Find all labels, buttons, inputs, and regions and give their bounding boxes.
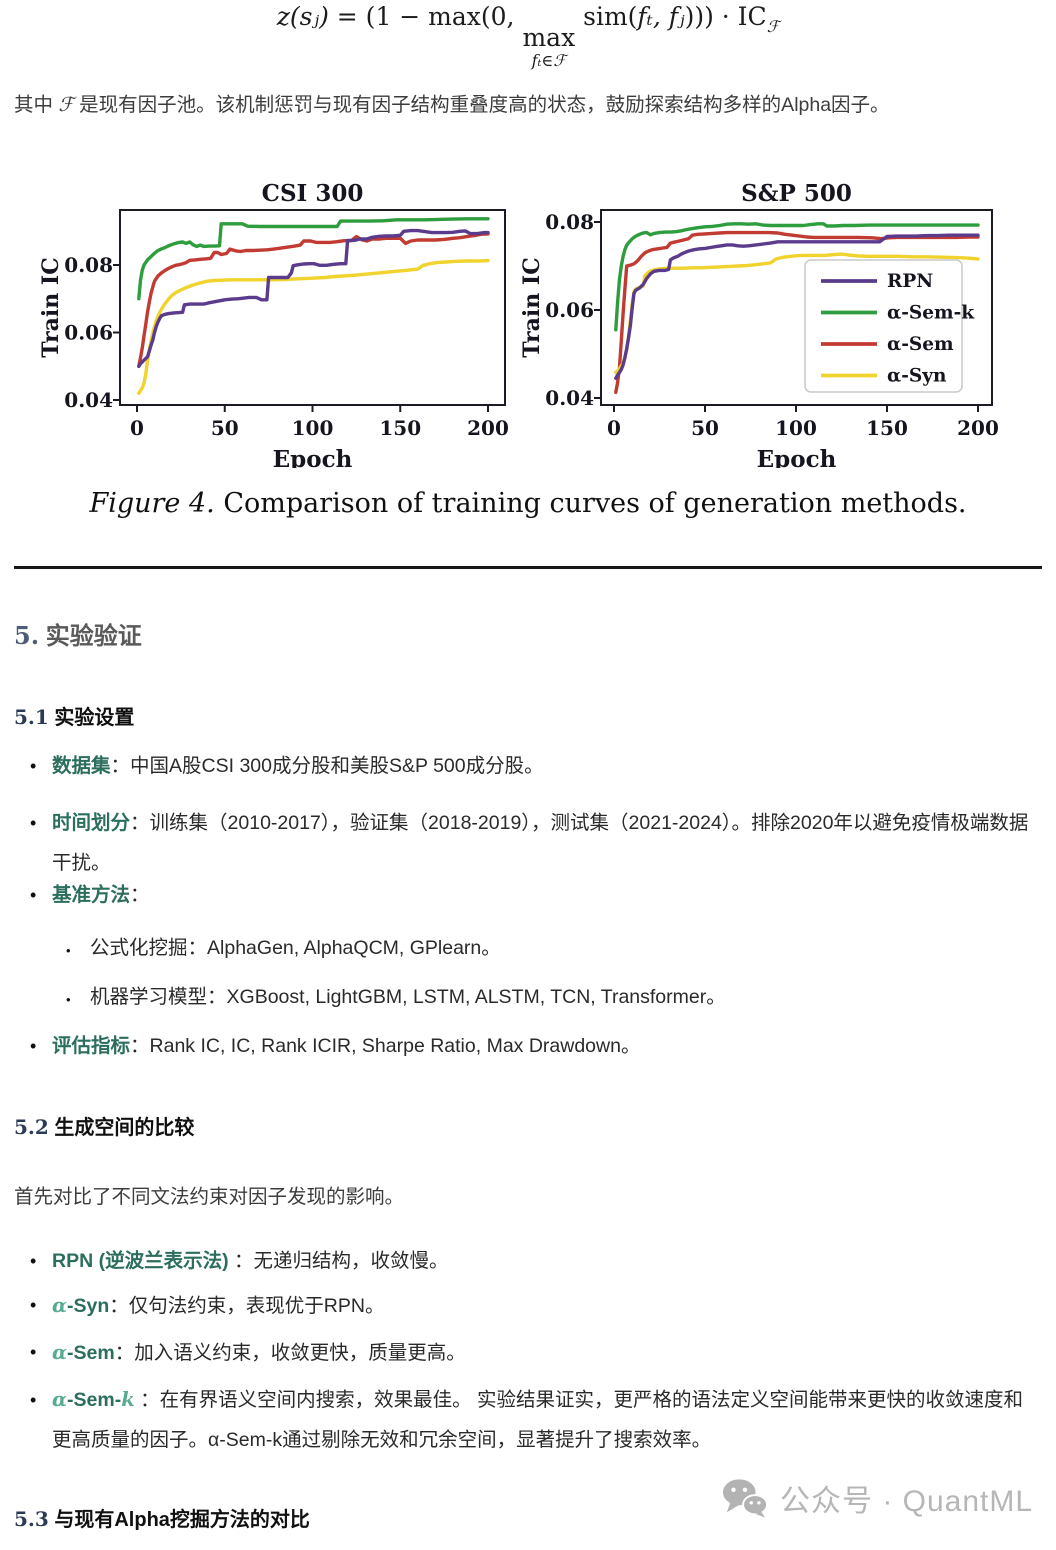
bullet-rpn: • RPN (逆波兰表示法) ：无递归结构，收敛慢。 — [30, 1247, 1035, 1276]
svg-text:α-Sem: α-Sem — [887, 334, 954, 355]
bullet-icon: • — [30, 1342, 37, 1362]
script-f-symbol: ℱ — [58, 93, 74, 116]
bullet-metrics: • 评估指标：Rank IC, IC, Rank ICIR, Sharpe Ra… — [30, 1032, 1035, 1061]
svg-text:α-Syn: α-Syn — [887, 366, 947, 387]
subbullet-formulaic: • 公式化挖掘：AlphaGen, AlphaQCM, GPlearn。 — [66, 934, 1026, 965]
series-RPN — [137, 228, 490, 369]
series-α-Sem — [137, 232, 490, 369]
equation-z-score: z(sⱼ) = (1 − max(0, max fₜ∈ℱ sim(fₜ, fⱼ))… — [276, 2, 780, 70]
max-operator: max fₜ∈ℱ — [522, 23, 576, 70]
svg-text:200: 200 — [467, 416, 509, 440]
svg-text:RPN: RPN — [887, 271, 933, 292]
bullet-alpha-sem-k: • α-Sem-k ：在有界语义空间内搜索，效果最佳。 实验结果证实，更严格的语… — [30, 1380, 1038, 1460]
bullet-icon: • — [30, 1251, 37, 1271]
svg-text:Epoch: Epoch — [757, 446, 837, 468]
chart-sp500: S&P 500 0.04 0.06 0.08 0 50 100 150 200 Epoch Trai… — [519, 183, 999, 468]
series-α-Sem-k — [614, 222, 980, 332]
bullet-icon: • — [66, 943, 71, 958]
bullet-icon: • — [30, 885, 37, 905]
chart-csi300: CSI 300 0.04 0.06 0.08 0 50 100 150 200 Epoch Trai… — [38, 183, 509, 468]
section-5-2-paragraph: 首先对比了不同文法约束对因子发现的影响。 — [14, 1186, 405, 1208]
bullet-alpha-sem: • α-Sem：加入语义约束，收敛更快，质量更高。 — [30, 1338, 1035, 1368]
svg-text:0.04: 0.04 — [64, 388, 113, 412]
svg-text:0.06: 0.06 — [545, 298, 594, 322]
bullet-icon: • — [66, 992, 71, 1007]
bullet-icon: • — [30, 1295, 37, 1315]
svg-text:0.06: 0.06 — [64, 321, 113, 345]
figure-caption: Figure 4. Comparison of training curves … — [89, 488, 967, 519]
svg-text:100: 100 — [775, 416, 817, 440]
legend: RPN α-Sem-k α-Sem α-Syn — [804, 259, 975, 393]
section-5-3-heading: 5.3 与现有Alpha挖掘方法的对比 — [14, 1507, 310, 1531]
svg-text:0: 0 — [130, 416, 144, 440]
section-5-1-heading: 5.1 实验设置 — [14, 705, 135, 729]
bullet-baselines: • 基准方法： — [30, 881, 1035, 910]
bullet-icon: • — [30, 813, 37, 833]
series-RPN — [614, 233, 980, 380]
svg-text:α-Sem-k: α-Sem-k — [887, 303, 975, 324]
watermark: 公众号 · QuantML — [722, 1476, 1033, 1520]
svg-text:S&P 500: S&P 500 — [741, 183, 852, 207]
bullet-time-split: • 时间划分：训练集（2010-2017），验证集（2018-2019），测试集… — [30, 803, 1035, 883]
bullet-icon: • — [30, 756, 37, 776]
subbullet-ml-models: • 机器学习模型：XGBoost, LightGBM, LSTM, ALSTM,… — [66, 983, 1026, 1014]
figure-caption-label: Figure 4. — [89, 488, 215, 519]
section-5-heading: 5. 实验验证 — [14, 621, 142, 650]
formula-lhs: z(sⱼ) — [276, 2, 329, 31]
series-α-Sem-k — [137, 217, 490, 301]
intro-paragraph: 其中 ℱ 是现有因子池。该机制惩罚与现有因子结构重叠度高的状态，鼓励探索结构多样… — [14, 93, 890, 116]
section-5-2-heading: 5.2 生成空间的比较 — [14, 1115, 195, 1139]
bullet-icon: • — [30, 1390, 37, 1410]
watermark-text: 公众号 · QuantML — [780, 1485, 1034, 1518]
svg-text:0.04: 0.04 — [545, 386, 594, 410]
bullet-icon: • — [30, 1036, 37, 1056]
svg-text:Train IC: Train IC — [38, 257, 64, 357]
section-divider — [14, 566, 1042, 569]
figure-4-charts: CSI 300 0.04 0.06 0.08 0 50 100 150 200 Epoch Trai… — [38, 183, 999, 468]
svg-text:CSI 300: CSI 300 — [262, 183, 364, 207]
svg-text:150: 150 — [379, 416, 421, 440]
svg-text:0: 0 — [607, 416, 621, 440]
svg-text:Train IC: Train IC — [519, 257, 545, 357]
series-α-Syn — [137, 258, 490, 396]
svg-text:Epoch: Epoch — [273, 446, 353, 468]
svg-text:100: 100 — [292, 416, 334, 440]
svg-text:0.08: 0.08 — [545, 210, 594, 234]
bullet-alpha-syn: • α-Syn：仅句法约束，表现优于RPN。 — [30, 1291, 1035, 1321]
bullet-dataset: • 数据集：中国A股CSI 300成分股和美股S&P 500成分股。 — [30, 752, 1035, 781]
svg-text:50: 50 — [211, 416, 239, 440]
svg-text:0.08: 0.08 — [64, 253, 113, 277]
series-α-Sem — [614, 230, 980, 395]
wechat-icon — [722, 1479, 768, 1518]
svg-text:50: 50 — [691, 416, 719, 440]
svg-text:150: 150 — [866, 416, 908, 440]
svg-text:200: 200 — [957, 416, 999, 440]
